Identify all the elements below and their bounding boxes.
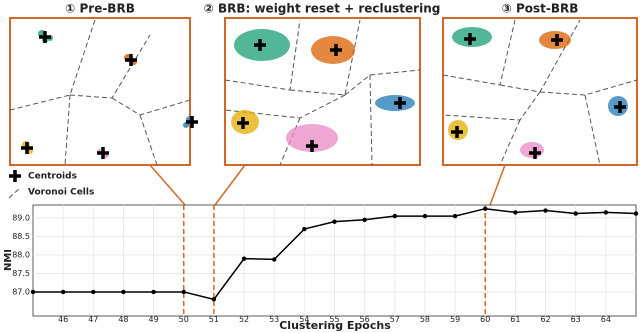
x-tick-label: 59: [450, 315, 460, 324]
point: [543, 208, 548, 213]
panel-title: ① Pre-BRB: [65, 2, 135, 16]
x-tick-label: 54: [299, 315, 309, 324]
point: [332, 219, 337, 224]
legend-centroid-icon: [9, 170, 21, 182]
panel-pre-brb: [9, 17, 198, 166]
x-tick-label: 62: [540, 315, 550, 324]
x-tick-label: 48: [118, 315, 128, 324]
y-tick-label: 88.0: [12, 250, 30, 259]
x-tick-label: 58: [420, 315, 430, 324]
panel-post-brb: [442, 17, 638, 166]
x-tick-label: 50: [179, 315, 189, 324]
x-tick-label: 51: [209, 315, 219, 324]
x-tick-label: 47: [88, 315, 98, 324]
panel-title: ② BRB: weight reset + reclustering: [204, 2, 441, 16]
legend-label: Centroids: [28, 172, 77, 182]
legend-voronoi-icon: [8, 187, 21, 199]
y-tick-label: 88.5: [12, 232, 30, 241]
point: [573, 211, 578, 216]
x-tick-label: 55: [329, 315, 339, 324]
y-tick-label: 87.0: [12, 287, 30, 296]
point: [241, 256, 247, 261]
point: [483, 206, 488, 211]
y-tick-label: 89.0: [12, 213, 30, 222]
point: [362, 217, 367, 222]
x-tick-label: 46: [58, 315, 68, 324]
point: [91, 289, 96, 295]
point: [211, 297, 217, 302]
x-axis-label: Clustering Epochs: [279, 319, 391, 332]
point: [302, 226, 307, 232]
point: [30, 289, 36, 295]
point: [121, 289, 126, 295]
point: [151, 289, 156, 295]
connectors: [149, 164, 506, 206]
x-tick-label: 57: [390, 315, 400, 324]
point: [60, 289, 66, 295]
point: [603, 210, 609, 215]
x-tick-label: 60: [480, 315, 490, 324]
point: [272, 257, 277, 262]
x-tick-label: 56: [360, 315, 370, 324]
y-axis-label: NMI: [3, 249, 14, 271]
point: [513, 210, 518, 215]
point: [181, 289, 186, 295]
x-tick-label: 52: [239, 315, 249, 324]
panel-title: ③ Post-BRB: [502, 2, 579, 16]
x-tick-label: 63: [571, 315, 581, 324]
point: [392, 213, 397, 219]
legend-label: Voronoi Cells: [28, 188, 94, 198]
panel-brb: [224, 17, 421, 166]
point: [422, 213, 428, 219]
y-tick-label: 87.5: [12, 269, 30, 278]
x-tick-label: 64: [601, 315, 611, 324]
point: [452, 213, 458, 219]
point: [633, 211, 639, 216]
x-tick-label: 49: [149, 315, 159, 324]
x-tick-label: 53: [269, 315, 279, 324]
x-tick-label: 61: [510, 315, 520, 324]
